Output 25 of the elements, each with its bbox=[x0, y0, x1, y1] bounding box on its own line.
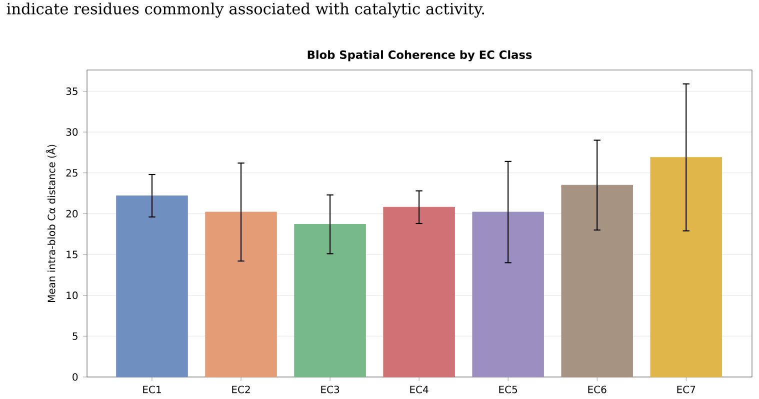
x-tick-label: EC6 bbox=[588, 386, 606, 394]
bar bbox=[383, 206, 455, 378]
y-tick-label: 15 bbox=[66, 250, 78, 258]
y-tick-label: 0 bbox=[72, 373, 78, 381]
y-tick-label: 25 bbox=[66, 169, 78, 177]
text: indicate residues commonly associated with catalytic activity. bbox=[6, 2, 484, 18]
bar bbox=[116, 195, 188, 378]
x-tick-label: EC7 bbox=[677, 386, 696, 394]
y-tick-label: 10 bbox=[66, 292, 78, 300]
x-tick-label: EC1 bbox=[143, 386, 161, 394]
chart-title: Blob Spatial Coherence by EC Class bbox=[308, 50, 532, 62]
y-tick-label: 20 bbox=[66, 210, 78, 218]
y-tick-label: 5 bbox=[72, 332, 78, 340]
x-tick-label: EC5 bbox=[499, 386, 518, 394]
y-axis-title: Mean intra-blob Cα distance (Å) bbox=[46, 144, 56, 302]
x-tick-label: EC3 bbox=[321, 386, 340, 394]
bar bbox=[561, 184, 633, 378]
bar bbox=[294, 224, 366, 378]
y-tick-label: 30 bbox=[66, 128, 78, 136]
x-tick-label: EC2 bbox=[232, 386, 250, 394]
bar bbox=[650, 157, 722, 378]
x-tick-label: EC4 bbox=[410, 386, 428, 394]
bar bbox=[472, 212, 544, 378]
y-tick-label: 35 bbox=[66, 87, 78, 96]
bar bbox=[205, 212, 277, 378]
